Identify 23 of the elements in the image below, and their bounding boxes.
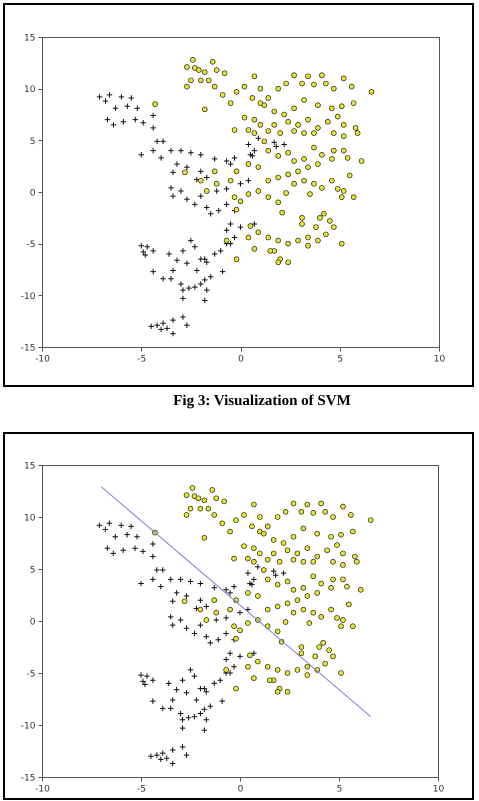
x-tick-label: -5	[137, 784, 146, 794]
x-tick-label: 0	[238, 354, 244, 364]
y-tick-label: 15	[24, 34, 36, 44]
y-tick-label: 0	[30, 188, 36, 198]
x-tick-label: -5	[137, 354, 146, 364]
x-tick-label: 0	[238, 784, 244, 794]
y-tick-label: -5	[26, 670, 36, 680]
y-tick-label: -10	[20, 292, 36, 302]
y-tick-label: -10	[20, 722, 36, 732]
y-tick-label: 10	[24, 85, 36, 96]
x-tick-label: 10	[432, 784, 444, 794]
caption: Fig 3: Visualization of SVM	[172, 393, 352, 410]
x-tick-label: 5	[336, 784, 342, 794]
x-tick-label: 10	[434, 354, 446, 364]
x-tick-label: 5	[337, 354, 344, 364]
y-tick-label: 10	[24, 514, 36, 524]
y-tick-label: -15	[20, 344, 36, 354]
y-tick-label: -5	[26, 240, 36, 250]
y-tick-label: 15	[24, 462, 36, 472]
y-tick-label: 0	[30, 618, 36, 628]
y-tick-label: -15	[20, 774, 36, 784]
y-tick-label: 5	[30, 136, 36, 147]
y-tick-label: 5	[30, 566, 36, 576]
